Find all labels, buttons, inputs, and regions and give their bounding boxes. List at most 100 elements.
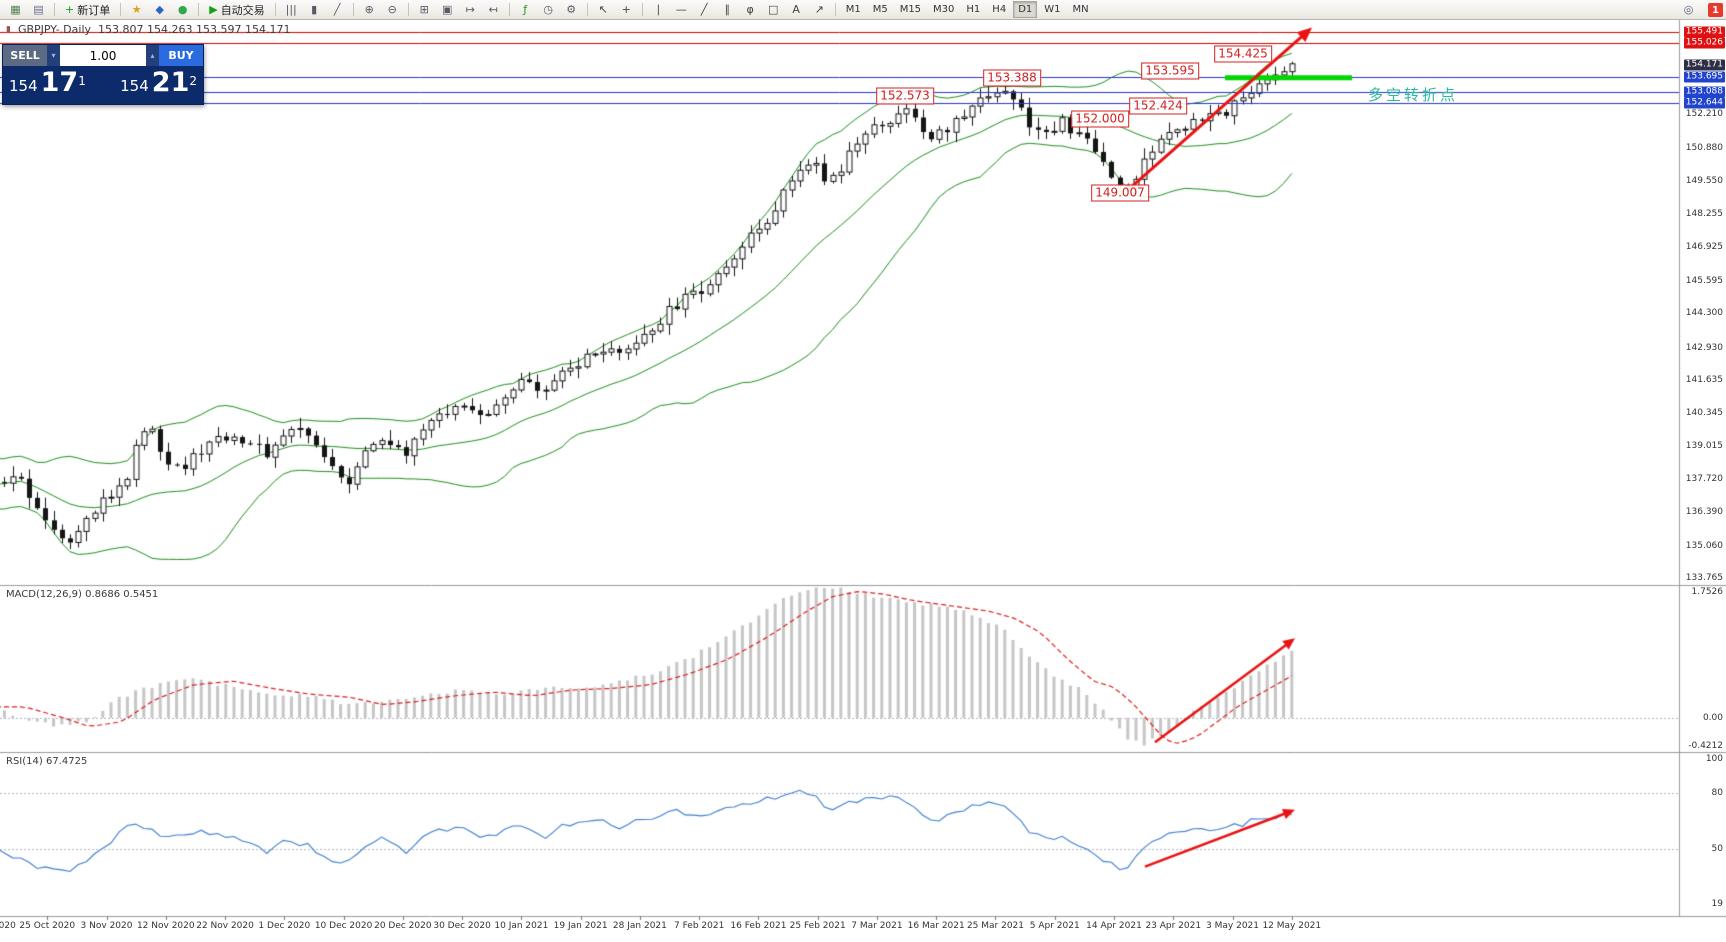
horizontal-line-icon: —: [675, 3, 687, 16]
price-scale-badge: 155.026: [1683, 37, 1725, 49]
zoom-in-icon[interactable]: ⊕: [358, 1, 381, 19]
autotrade-icon: ▶: [209, 3, 218, 16]
timeframe-h1[interactable]: H1: [966, 4, 981, 15]
price-scale-tick: 145.595: [1685, 275, 1723, 286]
volume-increase-icon[interactable]: ▴: [146, 45, 159, 66]
autotrade-button-label: 自动交易: [220, 3, 265, 17]
templates-icon[interactable]: ⚙: [560, 1, 583, 19]
time-scale-date: 28 Jan 2021: [612, 921, 667, 931]
new-order-button-label: 新订单: [77, 3, 111, 17]
favorites-icon[interactable]: ★: [125, 1, 148, 19]
toolbar-separator: [834, 3, 836, 16]
price-annotation[interactable]: 152.573: [876, 87, 934, 105]
trend-turning-point-note[interactable]: 多空转折点: [1368, 86, 1459, 104]
time-scale-date: 14 Apr 2021: [1086, 921, 1142, 931]
new-chart-icon[interactable]: ▦: [4, 1, 27, 19]
vertical-line-icon[interactable]: ∣: [647, 1, 670, 19]
chart-profiles-icon: ▤: [33, 3, 44, 16]
bar-chart-icon: |||: [285, 3, 297, 16]
timeframe-m30[interactable]: M30: [933, 4, 955, 15]
arrows-icon[interactable]: ↗: [808, 1, 831, 19]
search-icon[interactable]: ◎: [1683, 3, 1694, 16]
timeframe-m5[interactable]: M5: [872, 4, 888, 15]
new-chart-icon: ▦: [10, 3, 21, 16]
navigator-icon[interactable]: ●: [171, 1, 194, 19]
volume-input[interactable]: [60, 45, 146, 66]
grid-icon[interactable]: ⊞: [413, 1, 436, 19]
volume-dropdown-icon[interactable]: ▾: [47, 45, 60, 66]
channel-icon: ∥: [724, 3, 730, 16]
candlestick-chart-icon: ▮: [311, 3, 318, 16]
chart-ohlc-values: 153.807 154.263 153.597 154.171: [98, 23, 291, 36]
auto-scroll-icon[interactable]: ↦: [459, 1, 482, 19]
price-scale-badge: 154.171: [1683, 59, 1725, 71]
timeframe-d1[interactable]: D1: [1013, 1, 1038, 18]
price-scale-tick: 148.255: [1685, 208, 1723, 219]
price-scale-tick: 142.930: [1685, 342, 1723, 353]
chart-profiles-icon[interactable]: ▤: [27, 1, 50, 19]
autotrade-button[interactable]: ▶ 自动交易: [203, 1, 270, 19]
time-scale-date: 10 Jan 2021: [494, 921, 549, 931]
rsi-indicator-label: RSI(14) 67.4725: [6, 756, 88, 767]
periods-icon[interactable]: ◷: [537, 1, 560, 19]
market-watch-icon[interactable]: ◆: [148, 1, 171, 19]
crosshair-icon: +: [621, 3, 631, 16]
line-chart-icon: ╱: [333, 3, 341, 16]
tile-windows-icon[interactable]: ▣: [436, 1, 459, 19]
new-order-icon: +: [65, 3, 75, 16]
tile-windows-icon: ▣: [441, 3, 453, 16]
time-scale-date: 20 Dec 2020: [374, 921, 432, 931]
line-chart-icon[interactable]: ╱: [326, 1, 349, 19]
cursor-icon[interactable]: ↖: [592, 1, 615, 19]
price-scale-tick: 149.550: [1685, 176, 1723, 187]
bar-chart-icon[interactable]: |||: [280, 1, 303, 19]
buy-price[interactable]: 154 212: [120, 67, 197, 98]
time-scale-date: 3 Nov 2020: [80, 921, 133, 931]
price-annotation[interactable]: 152.000: [1071, 110, 1129, 128]
price-scale-badge: 153.088: [1683, 86, 1725, 98]
chart-shift-icon[interactable]: ↤: [482, 1, 505, 19]
horizontal-line-icon[interactable]: —: [670, 1, 693, 19]
crosshair-icon[interactable]: +: [615, 1, 638, 19]
price-scale-tick: 139.015: [1685, 441, 1723, 452]
macd-scale-tick: 1.7526: [1691, 587, 1724, 597]
timeframe-w1[interactable]: W1: [1044, 4, 1061, 15]
timeframe-mn[interactable]: MN: [1072, 4, 1089, 15]
time-scale-date: 3 May 2021: [1206, 921, 1260, 931]
timeframe-m1[interactable]: M1: [845, 4, 861, 15]
fibonacci-icon[interactable]: φ: [739, 1, 762, 19]
macd-indicator-label: MACD(12,26,9) 0.8686 0.5451: [6, 589, 159, 600]
rsi-scale-tick: 100: [1705, 753, 1723, 764]
price-scale-badge: 153.695: [1683, 71, 1725, 83]
new-order-button[interactable]: + 新订单: [59, 1, 116, 19]
buy-button[interactable]: BUY: [159, 45, 203, 66]
timeframe-m15[interactable]: M15: [899, 4, 922, 15]
sell-button[interactable]: SELL: [3, 45, 47, 66]
price-annotation[interactable]: 153.595: [1141, 62, 1199, 80]
cursor-icon: ↖: [598, 3, 608, 16]
sell-price[interactable]: 154 171: [9, 67, 86, 98]
trendline-icon[interactable]: ╱: [693, 1, 716, 19]
timeframe-h4[interactable]: H4: [992, 4, 1007, 15]
price-scale[interactable]: 152.210 150.880 149.550 148.255 146.925 145.5…: [1680, 0, 1726, 942]
market-watch-icon: ◆: [155, 3, 164, 16]
trade-panel-controls: SELL ▾ ▴ BUY: [3, 45, 203, 66]
toolbar-right: ◎: [1677, 1, 1722, 19]
navigator-icon: ●: [177, 3, 188, 16]
price-scale-tick: 133.765: [1685, 573, 1723, 584]
price-annotation[interactable]: 154.425: [1214, 45, 1272, 63]
price-annotation[interactable]: 152.424: [1129, 97, 1187, 115]
indicators-icon[interactable]: ƒ: [514, 1, 537, 19]
shapes-icon[interactable]: □: [762, 1, 785, 19]
notifications-badge[interactable]: 1: [1708, 3, 1723, 17]
toolbar-separator: [407, 3, 409, 16]
channel-icon[interactable]: ∥: [716, 1, 739, 19]
price-annotation[interactable]: 149.007: [1091, 184, 1149, 202]
text-icon[interactable]: A: [785, 1, 808, 19]
candlestick-chart-icon[interactable]: ▮: [303, 1, 326, 19]
price-annotation[interactable]: 153.388: [983, 69, 1041, 87]
price-scale-badge: 155.491: [1683, 26, 1725, 38]
zoom-out-icon[interactable]: ⊖: [381, 1, 404, 19]
